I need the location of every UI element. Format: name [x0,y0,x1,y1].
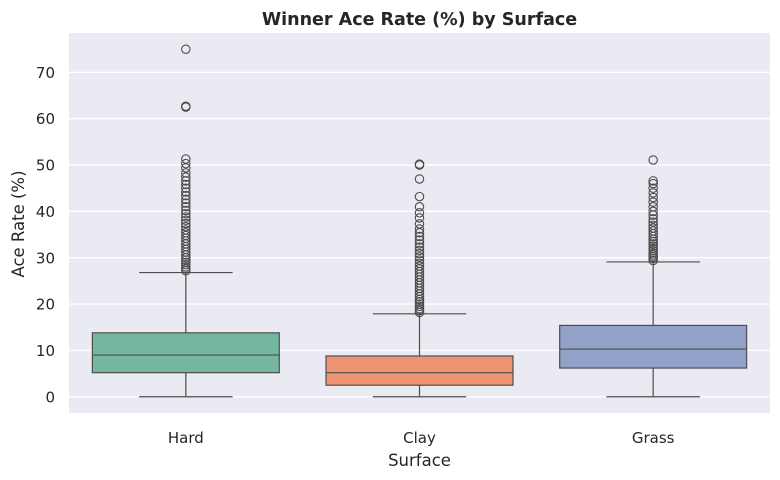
box-clay [325,159,514,398]
outlier-point [181,172,191,182]
x-axis-label: Surface [388,451,451,470]
outlier-point [181,262,191,272]
outlier-point [648,188,658,198]
outlier-point [181,190,191,201]
box-grass [559,155,748,398]
outlier-point [181,194,191,205]
outlier-point [181,225,191,235]
y-axis-label: Ace Rate (%) [9,170,28,277]
outlier-point [181,179,191,190]
outlier-point [648,243,658,254]
outlier-point [181,221,191,232]
outlier-point [181,44,191,54]
iqr-box [559,324,748,369]
outlier-point [181,205,191,216]
outlier-point [648,239,658,249]
outlier-point [648,220,658,231]
outlier-point [648,178,658,189]
outlier-point [414,174,425,184]
outlier-point [648,202,658,212]
outlier-point [181,101,191,111]
outlier-point [414,301,425,312]
outlier-point [648,197,658,207]
box-plots [91,44,748,398]
outlier-point [648,246,658,256]
outlier-point [648,206,658,217]
outlier-point [181,158,191,169]
y-tick-label: 30 [36,249,55,267]
outlier-point [414,213,425,223]
outlier-point [414,255,425,265]
y-tick-label: 60 [36,110,55,128]
outlier-point [414,191,425,202]
iqr-box [91,332,280,374]
x-tick-label: Hard [168,429,204,447]
outlier-point [414,231,425,242]
outlier-point [414,258,425,269]
outlier-point [414,202,425,212]
outlier-point [648,176,658,186]
x-tick-labels: Hard Clay Grass [168,429,675,447]
outlier-point [648,155,658,165]
y-tick-label: 10 [36,342,55,360]
outlier-point [181,208,191,219]
outlier-point [181,202,191,212]
outlier-point [414,252,425,262]
x-tick-label: Clay [403,429,436,447]
outlier-point [414,261,425,271]
outlier-point [414,208,425,218]
outlier-point [414,299,425,309]
outlier-point [648,217,658,227]
outlier-point [648,183,658,193]
y-tick-label: 40 [36,203,55,221]
outlier-point [181,218,191,229]
x-tick-label: Grass [632,429,675,447]
outlier-point [414,224,425,234]
outlier-point [181,168,191,178]
box-hard [91,44,280,398]
outlier-point [414,303,425,314]
outlier-point [648,223,658,233]
outlier-point [181,215,191,225]
outlier-point [648,248,658,258]
outlier-point [181,227,191,238]
outlier-point [181,257,191,268]
outlier-point [648,241,658,251]
iqr-box [325,355,514,386]
outlier-point [414,159,425,169]
outlier-point [648,192,658,203]
outlier-point [181,187,191,197]
y-tick-label: 70 [36,64,55,82]
outlier-point [414,248,425,259]
outlier-point [414,245,425,256]
outlier-point [414,235,425,245]
y-tick-label: 50 [36,157,55,175]
outlier-point [414,239,425,249]
outlier-point [181,212,191,222]
outlier-point [181,259,191,270]
chart-title: Winner Ace Rate (%) by Surface [262,10,577,30]
outlier-point [414,219,425,229]
y-tick-labels: 0 10 20 30 40 50 60 70 [36,64,55,406]
y-tick-label: 0 [45,388,55,406]
y-tick-label: 20 [36,296,55,314]
outlier-point [648,214,658,224]
outlier-point [181,154,191,164]
outlier-point [414,242,425,252]
outlier-point [181,183,191,193]
outlier-point [181,198,191,208]
